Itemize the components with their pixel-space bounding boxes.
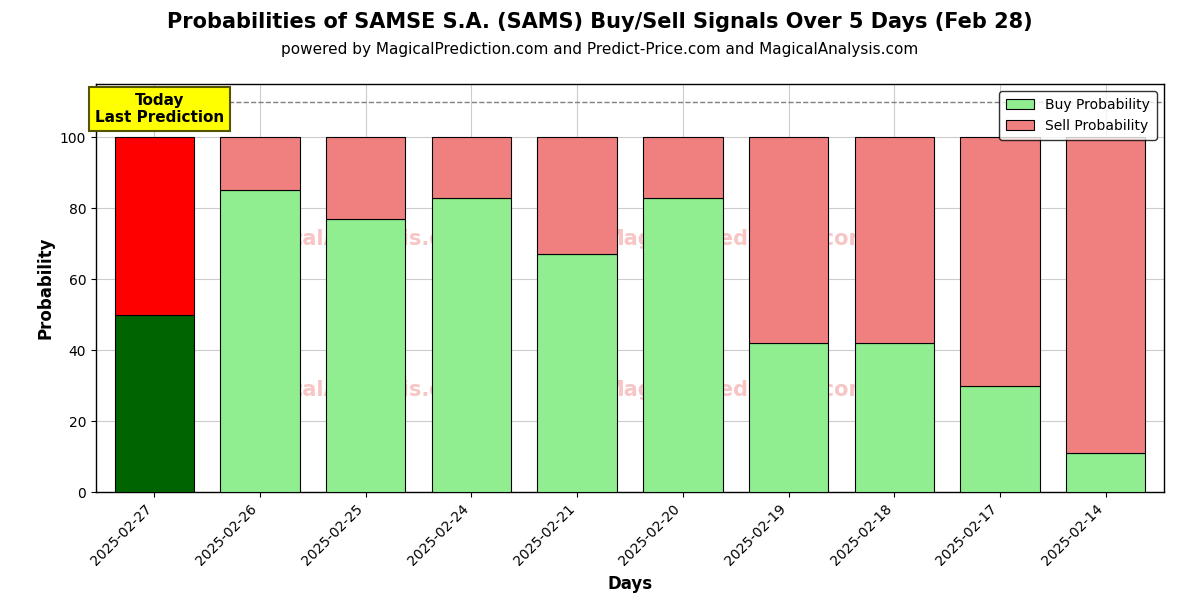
Text: MagicalPrediction.com: MagicalPrediction.com (604, 380, 870, 400)
Bar (326, 137, 406, 219)
Text: Today
Last Prediction: Today Last Prediction (95, 92, 224, 125)
X-axis label: Days: Days (607, 575, 653, 593)
Bar (538, 254, 617, 492)
Bar (854, 137, 934, 343)
Bar (749, 343, 828, 492)
Bar (114, 314, 194, 492)
Y-axis label: Probability: Probability (36, 237, 54, 339)
Bar (749, 137, 828, 343)
Bar (326, 219, 406, 492)
Bar (1066, 137, 1146, 453)
Bar (643, 197, 722, 492)
Text: powered by MagicalPrediction.com and Predict-Price.com and MagicalAnalysis.com: powered by MagicalPrediction.com and Pre… (281, 42, 919, 57)
Text: calAnalysis.com: calAnalysis.com (290, 229, 479, 249)
Legend: Buy Probability, Sell Probability: Buy Probability, Sell Probability (1000, 91, 1157, 140)
Bar (960, 386, 1039, 492)
Bar (432, 137, 511, 197)
Bar (221, 190, 300, 492)
Text: Probabilities of SAMSE S.A. (SAMS) Buy/Sell Signals Over 5 Days (Feb 28): Probabilities of SAMSE S.A. (SAMS) Buy/S… (167, 12, 1033, 32)
Bar (432, 197, 511, 492)
Bar (114, 137, 194, 314)
Text: calAnalysis.com: calAnalysis.com (290, 380, 479, 400)
Bar (1066, 453, 1146, 492)
Bar (221, 137, 300, 190)
Text: MagicalPrediction.com: MagicalPrediction.com (604, 229, 870, 249)
Bar (960, 137, 1039, 386)
Bar (854, 343, 934, 492)
Bar (538, 137, 617, 254)
Bar (643, 137, 722, 197)
